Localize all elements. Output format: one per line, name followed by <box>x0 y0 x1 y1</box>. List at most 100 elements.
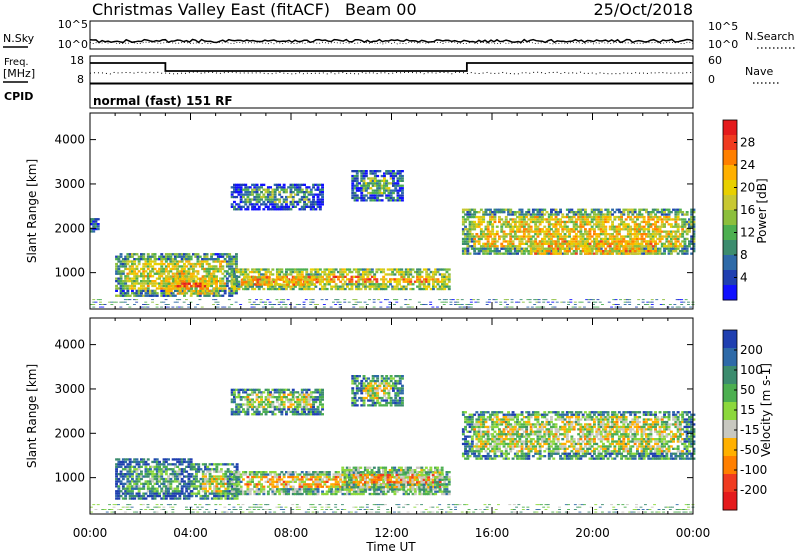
data-cell <box>536 252 540 255</box>
data-cell <box>464 252 467 255</box>
data-cell <box>185 460 189 464</box>
data-cell <box>231 482 235 485</box>
data-cell <box>375 280 379 283</box>
data-cell <box>567 301 570 303</box>
data-cell <box>262 268 266 271</box>
data-cell <box>559 245 562 248</box>
data-cell <box>300 268 304 271</box>
data-cell <box>486 233 490 236</box>
data-cell <box>268 304 272 305</box>
data-cell <box>538 250 542 253</box>
data-cell <box>296 268 300 271</box>
data-cell <box>376 184 380 187</box>
data-cell <box>183 267 186 271</box>
data-cell <box>425 285 429 288</box>
data-cell <box>158 468 161 471</box>
data-cell <box>611 252 614 255</box>
data-cell <box>360 184 364 187</box>
data-cell <box>551 301 555 303</box>
data-cell <box>142 289 146 292</box>
data-cell <box>631 213 635 216</box>
data-cell <box>153 267 157 271</box>
data-cell <box>303 191 306 194</box>
data-cell <box>520 215 524 219</box>
data-cell <box>126 480 130 483</box>
data-cell <box>178 285 182 288</box>
data-cell <box>119 490 123 493</box>
data-cell <box>663 211 666 214</box>
data-cell <box>99 304 102 305</box>
data-cell <box>518 245 522 248</box>
data-cell <box>438 273 442 276</box>
data-cell <box>595 247 599 250</box>
data-cell <box>183 287 186 290</box>
data-cell <box>683 230 687 233</box>
data-cell <box>547 228 551 231</box>
data-cell <box>547 252 551 255</box>
data-cell <box>357 280 361 283</box>
data-cell <box>210 255 213 258</box>
data-cell <box>192 477 196 481</box>
data-cell <box>144 301 148 303</box>
data-cell <box>237 283 241 286</box>
data-cell <box>178 468 182 471</box>
data-cell <box>640 220 644 224</box>
data-cell <box>445 278 449 281</box>
data-cell <box>393 280 397 283</box>
data-cell <box>321 191 324 194</box>
data-cell <box>233 278 236 281</box>
data-cell <box>294 285 297 288</box>
data-cell <box>144 492 148 495</box>
data-cell <box>364 283 367 286</box>
data-cell <box>584 215 587 219</box>
data-cell <box>178 280 182 283</box>
data-cell <box>519 299 523 301</box>
colorbar-swatch <box>723 225 737 241</box>
data-cell <box>553 306 557 308</box>
data-cell <box>126 280 130 283</box>
data-cell <box>509 242 513 245</box>
data-cell <box>387 172 391 175</box>
data-cell <box>178 470 182 473</box>
data-cell <box>137 289 141 292</box>
data-cell <box>518 235 522 238</box>
data-cell <box>511 252 515 255</box>
data-cell <box>547 215 551 219</box>
data-cell <box>525 228 529 231</box>
data-cell <box>489 213 492 216</box>
data-cell <box>137 255 141 258</box>
data-cell <box>536 245 540 248</box>
data-cell <box>409 287 413 291</box>
data-cell <box>266 186 270 189</box>
data-cell <box>640 242 644 245</box>
data-cell <box>215 475 219 478</box>
data-cell <box>351 177 355 180</box>
data-cell <box>101 306 105 308</box>
data-cell <box>185 265 189 268</box>
data-cell <box>289 208 293 211</box>
data-cell <box>624 245 628 248</box>
data-cell <box>475 225 479 228</box>
data-cell <box>215 494 219 498</box>
data-cell <box>307 191 311 194</box>
data-cell <box>169 282 173 285</box>
data-cell <box>117 492 121 495</box>
data-cell <box>233 488 236 491</box>
data-cell <box>590 245 594 248</box>
data-cell <box>667 242 671 245</box>
data-cell <box>269 186 272 189</box>
data-cell <box>662 304 665 305</box>
data-cell <box>595 237 599 241</box>
data-cell <box>531 247 535 250</box>
data-cell <box>263 281 267 284</box>
data-cell <box>667 211 671 214</box>
data-cell <box>631 240 635 243</box>
data-cell <box>550 228 553 231</box>
data-cell <box>226 468 230 471</box>
data-cell <box>266 205 270 208</box>
data-cell <box>221 282 225 285</box>
data-cell <box>237 473 241 476</box>
data-cell <box>227 306 231 308</box>
data-cell <box>151 490 155 493</box>
data-cell <box>199 482 203 485</box>
